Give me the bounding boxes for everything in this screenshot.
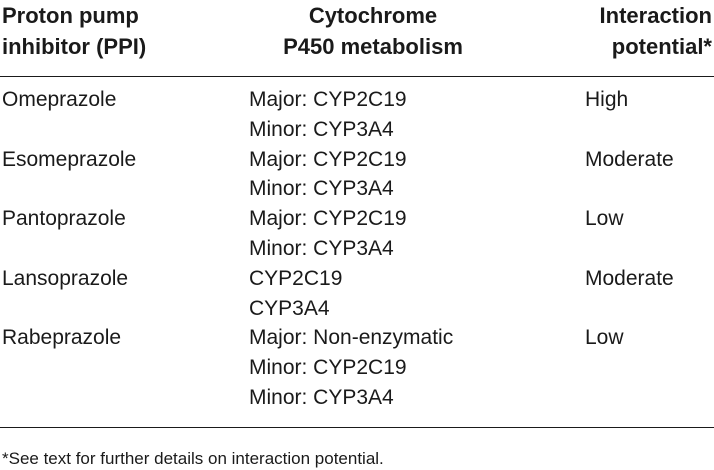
cell-cyp-line: Minor: CYP3A4	[249, 177, 394, 201]
table-row: Rabeprazole Major: Non-enzymatic Minor: …	[0, 323, 714, 412]
cell-cyp: Major: CYP2C19 Minor: CYP3A4	[249, 145, 714, 205]
table-footnote: *See text for further details on interac…	[2, 449, 384, 468]
cell-cyp-line: Minor: CYP3A4	[249, 385, 394, 409]
cell-cyp: Major: CYP2C19 Minor: CYP3A4	[249, 85, 714, 145]
header-ppi: Proton pump inhibitor (PPI)	[2, 0, 146, 62]
table-body: Omeprazole Major: CYP2C19 Minor: CYP3A4 …	[0, 77, 714, 413]
cell-cyp-line: Major: Non-enzymatic	[249, 326, 454, 350]
cell-interaction: High	[585, 88, 629, 111]
cell-interaction: Low	[585, 207, 624, 231]
table-bottom-rule	[0, 427, 714, 428]
cell-cyp: Major: CYP2C19 Minor: CYP3A4	[249, 204, 714, 264]
header-interaction: Interaction potential*	[600, 0, 712, 62]
cell-cyp-line: Minor: CYP2C19	[249, 356, 407, 380]
header-cyp-line1: Cytochrome	[308, 3, 438, 28]
cell-cyp: Major: Non-enzymatic Minor: CYP2C19 Mino…	[249, 323, 714, 412]
header-cyp-line2: P450 metabolism	[283, 34, 463, 59]
cell-interaction: Low	[585, 326, 624, 350]
cell-cyp: CYP2C19 CYP3A4	[249, 264, 714, 324]
table-row: Esomeprazole Major: CYP2C19 Minor: CYP3A…	[0, 145, 714, 205]
cell-ppi: Pantoprazole	[2, 207, 126, 231]
header-ppi-line1: Proton pump	[2, 3, 139, 28]
table-header: Proton pump inhibitor (PPI) Cytochrome P…	[0, 0, 714, 77]
ppi-table: Proton pump inhibitor (PPI) Cytochrome P…	[0, 0, 714, 413]
cell-cyp-line: Major: CYP2C19	[249, 207, 407, 231]
cell-cyp-line: CYP2C19	[249, 266, 343, 290]
cell-ppi: Omeprazole	[2, 88, 117, 111]
table-row: Pantoprazole Major: CYP2C19 Minor: CYP3A…	[0, 204, 714, 264]
header-interaction-line1: Interaction	[599, 3, 712, 28]
cell-cyp-line: Minor: CYP3A4	[249, 117, 394, 141]
header-ppi-line2: inhibitor (PPI)	[2, 34, 147, 59]
header-interaction-line2: potential*	[611, 34, 712, 59]
cell-ppi: Lansoprazole	[2, 266, 129, 290]
cell-interaction: Moderate	[585, 266, 674, 290]
cell-ppi: Esomeprazole	[2, 147, 137, 171]
cell-cyp-line: Minor: CYP3A4	[249, 236, 394, 260]
table-row: Lansoprazole CYP2C19 CYP3A4 Moderate	[0, 264, 714, 324]
header-cyp: Cytochrome P450 metabolism	[247, 0, 499, 62]
cell-cyp-line: Major: CYP2C19	[249, 88, 407, 111]
table-row: Omeprazole Major: CYP2C19 Minor: CYP3A4 …	[0, 85, 714, 145]
cell-ppi: Rabeprazole	[2, 326, 122, 350]
cell-cyp-line: CYP3A4	[249, 296, 330, 320]
cell-cyp-line: Major: CYP2C19	[249, 147, 407, 171]
cell-interaction: Moderate	[585, 147, 674, 171]
